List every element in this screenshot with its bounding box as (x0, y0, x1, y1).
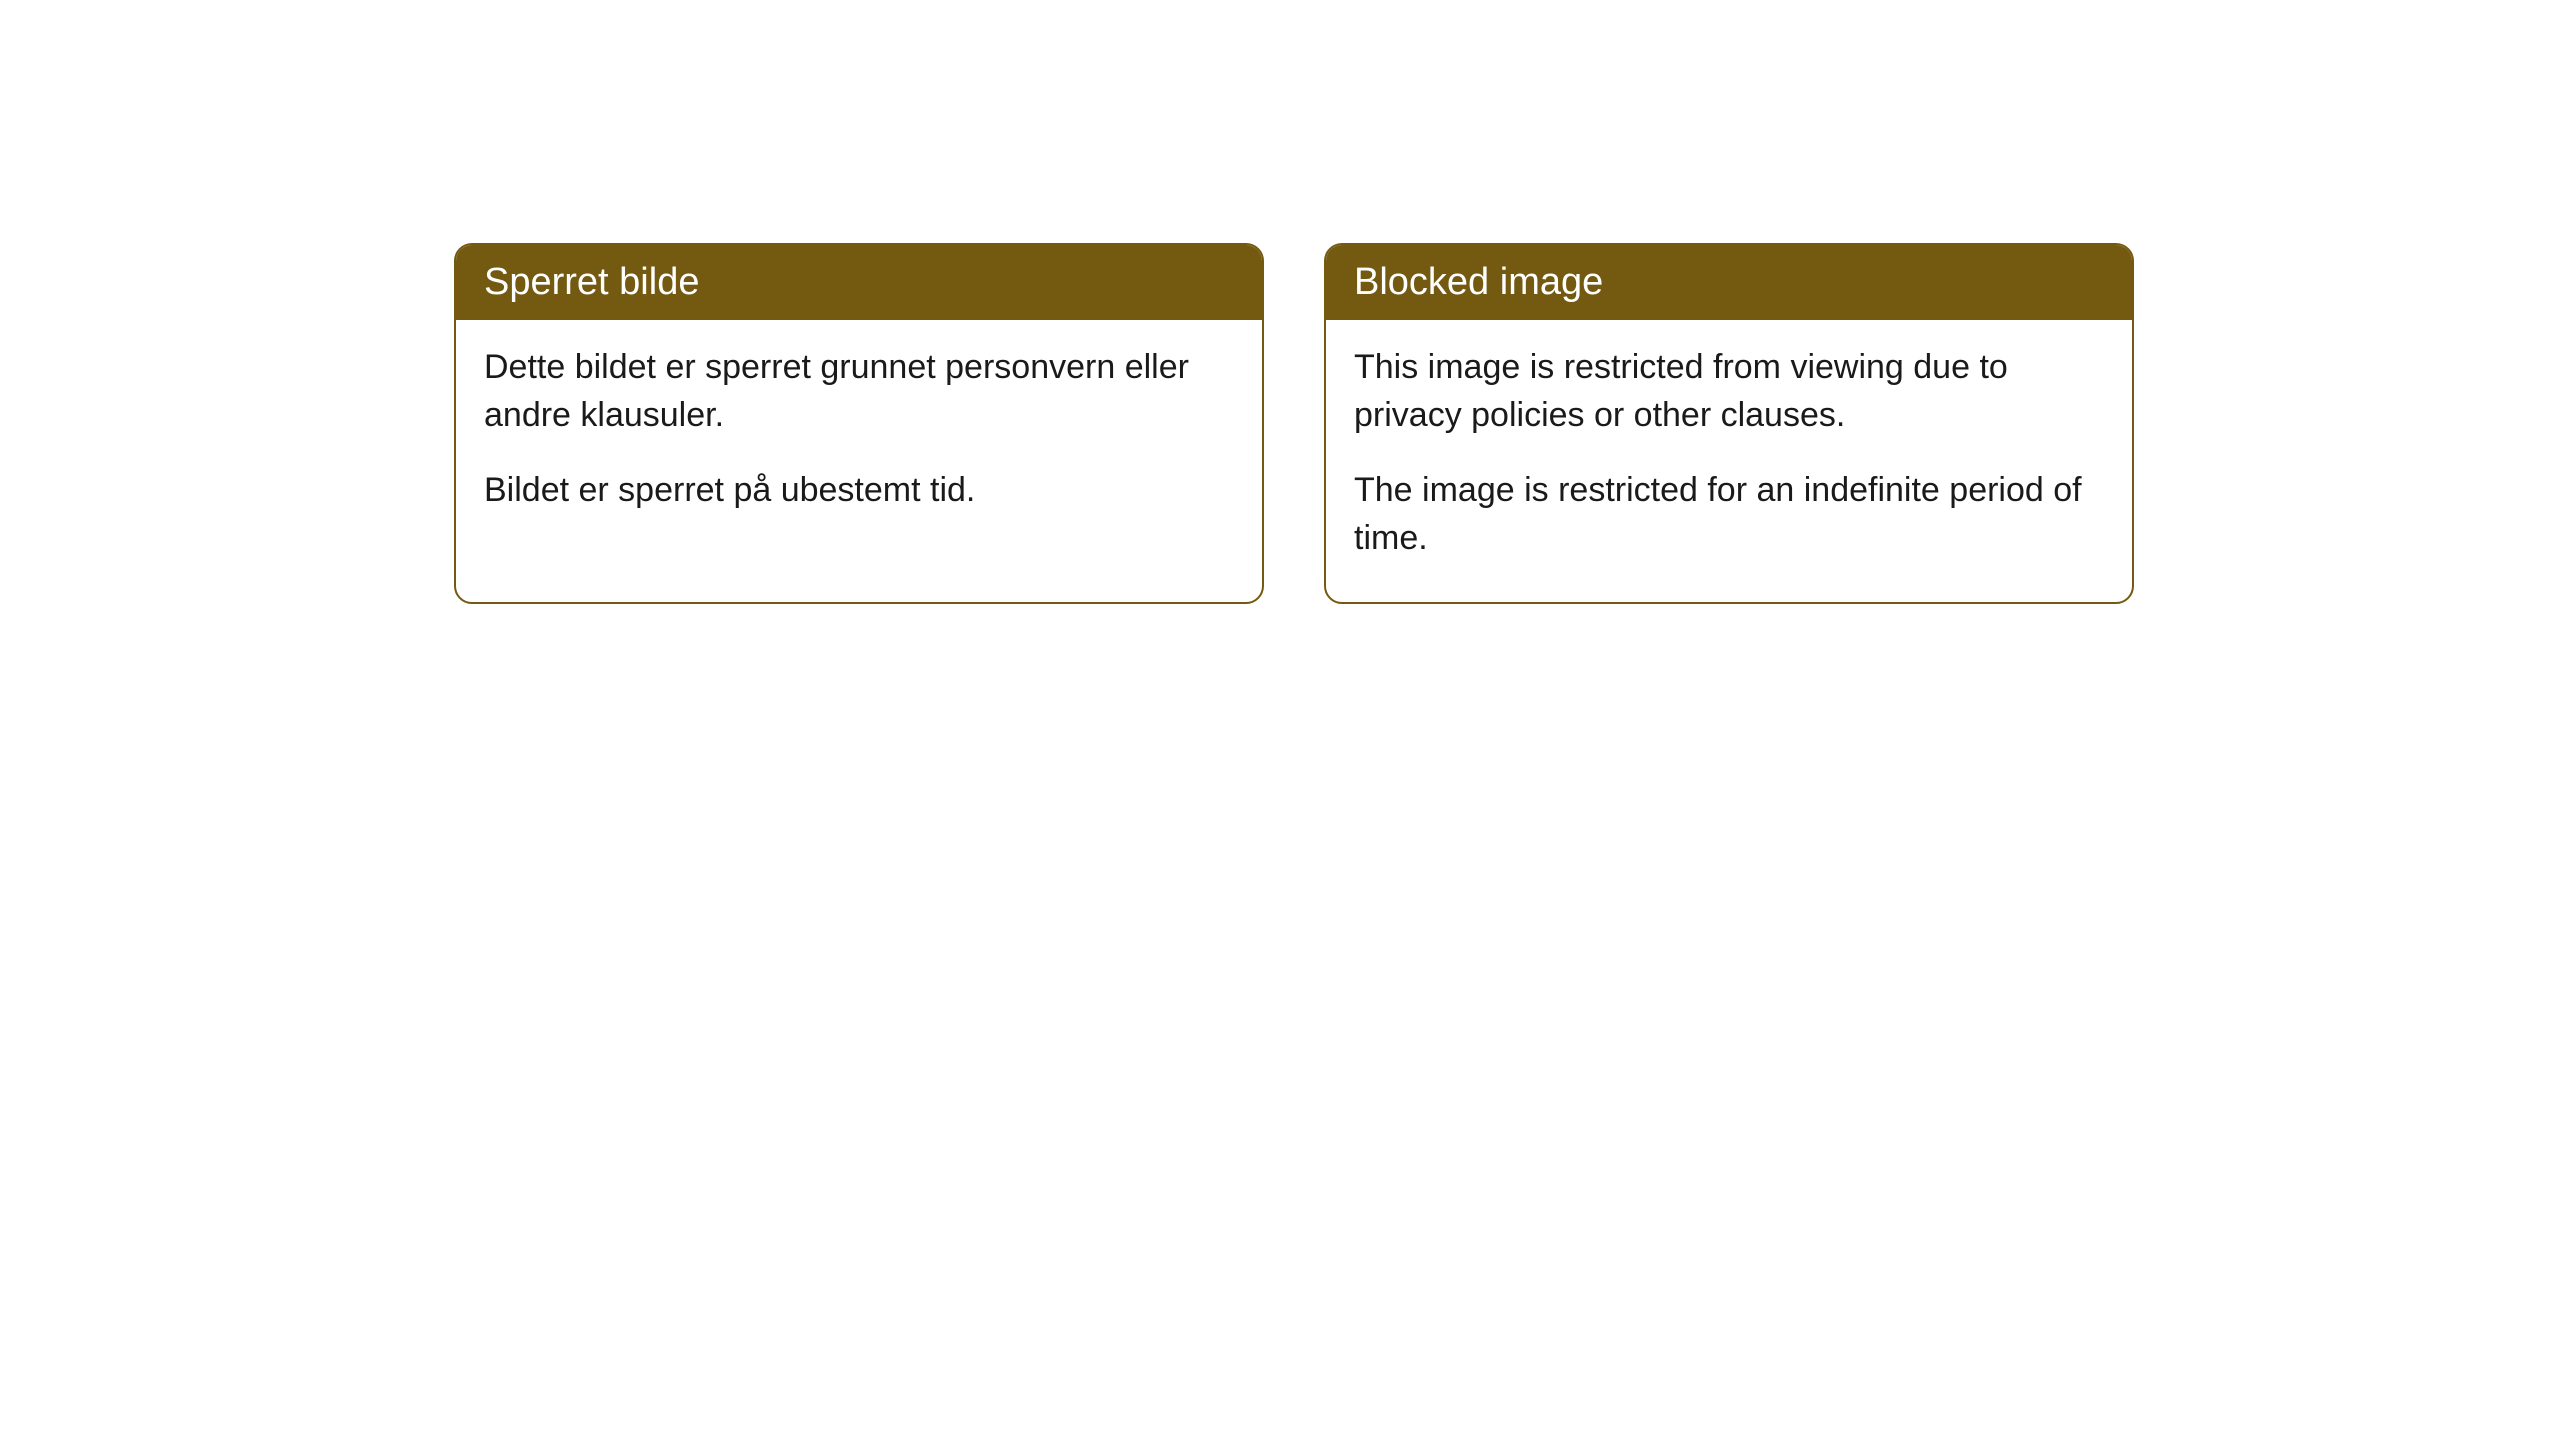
card-text-english-1: This image is restricted from viewing du… (1354, 344, 2104, 439)
blocked-image-card-norwegian: Sperret bilde Dette bildet er sperret gr… (454, 243, 1264, 604)
card-text-norwegian-1: Dette bildet er sperret grunnet personve… (484, 344, 1234, 439)
card-text-norwegian-2: Bildet er sperret på ubestemt tid. (484, 467, 1234, 515)
blocked-image-card-english: Blocked image This image is restricted f… (1324, 243, 2134, 604)
card-body-english: This image is restricted from viewing du… (1326, 320, 2132, 602)
cards-container: Sperret bilde Dette bildet er sperret gr… (0, 0, 2560, 604)
card-text-english-2: The image is restricted for an indefinit… (1354, 467, 2104, 562)
card-header-norwegian: Sperret bilde (456, 245, 1262, 320)
card-header-english: Blocked image (1326, 245, 2132, 320)
card-body-norwegian: Dette bildet er sperret grunnet personve… (456, 320, 1262, 555)
